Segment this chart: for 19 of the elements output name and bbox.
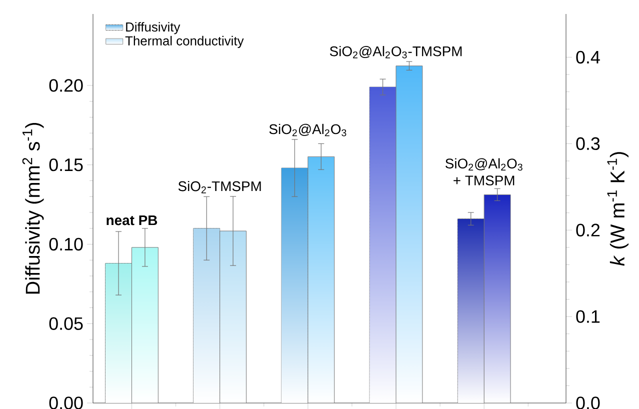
legend-label: Diffusivity xyxy=(126,22,180,34)
annotation: neat PB xyxy=(106,215,158,226)
y-tick-label: 0.20 xyxy=(49,79,83,92)
y2-tick-label: 0.0 xyxy=(576,396,600,409)
y-tick-label: 0.00 xyxy=(49,396,83,409)
annotation: SiO$_{2}$-TMSPM xyxy=(178,180,261,194)
y2-tick-label: 0.2 xyxy=(576,224,600,236)
y2-tick-label: 0.3 xyxy=(576,137,600,150)
annotation: SiO$_{2}$@Al$_{2}$O$_{3}$-TMSPM xyxy=(330,46,462,58)
annotation: SiO$_{2}$@Al$_{2}$O$_{3}$ + TMSPM xyxy=(446,158,522,186)
y-tick-label: 0.10 xyxy=(49,238,83,251)
y-axis-title: Diffusivity (mm$^{2}$ s$^{-1}$) xyxy=(22,122,44,294)
y2-tick-label: 0.1 xyxy=(576,310,600,323)
y-tick-label: 0.15 xyxy=(49,158,83,172)
annotation: SiO$_{2}$@Al$_{2}$O$_{3}$ xyxy=(269,124,346,136)
y2-axis-title: k (W m$^{-1}$ K$^{-1}$) xyxy=(607,152,628,266)
y2-tick-label: 0.4 xyxy=(576,50,600,64)
y-tick-label: 0.05 xyxy=(49,317,83,330)
legend-label: Thermal conductivity xyxy=(125,36,244,48)
